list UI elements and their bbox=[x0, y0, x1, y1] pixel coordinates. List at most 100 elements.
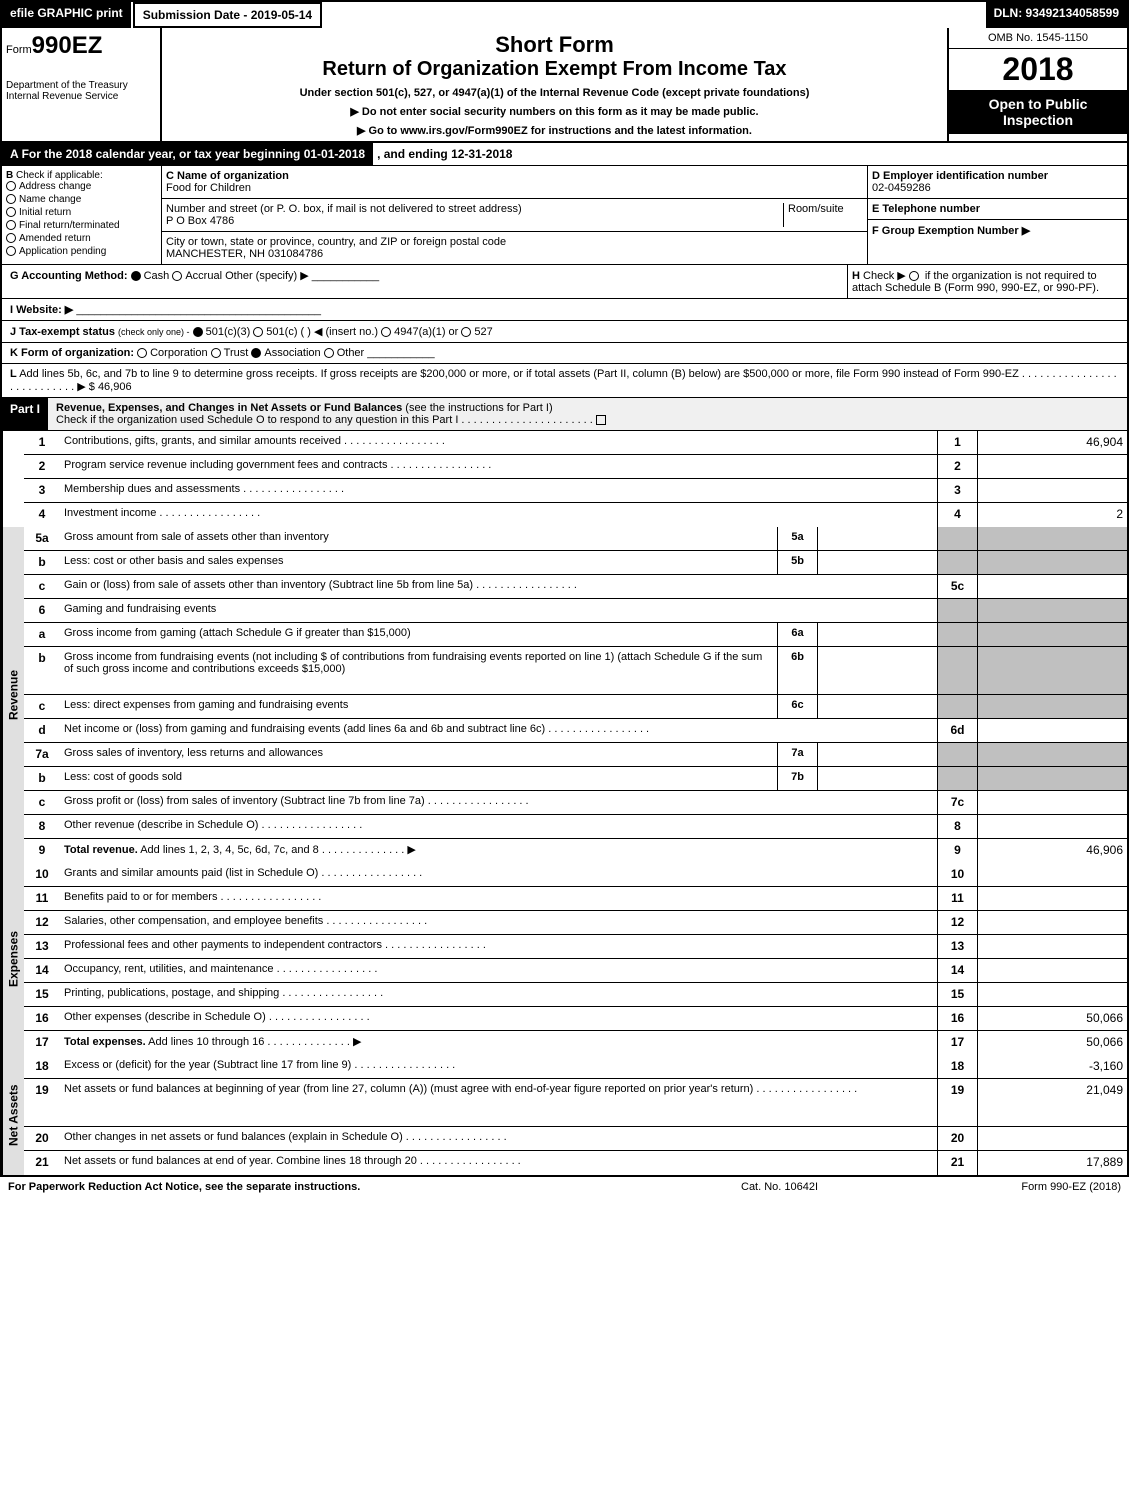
j-label: J Tax-exempt status bbox=[10, 326, 115, 338]
under-section: Under section 501(c), 527, or 4947(a)(1)… bbox=[166, 87, 943, 99]
check-final[interactable]: Final return/terminated bbox=[6, 220, 157, 231]
row-desc: Excess or (deficit) for the year (Subtra… bbox=[60, 1055, 937, 1078]
part1-header: Part I Revenue, Expenses, and Changes in… bbox=[2, 398, 1127, 431]
row-desc: Total expenses. Add lines 10 through 16 … bbox=[60, 1031, 937, 1055]
sub-line-num: 6b bbox=[777, 647, 817, 694]
c-street-row: Number and street (or P. O. box, if mail… bbox=[162, 199, 867, 232]
d-label: D Employer identification number bbox=[872, 170, 1048, 182]
value-cell bbox=[977, 767, 1127, 790]
check-pending[interactable]: Application pending bbox=[6, 246, 157, 257]
line-num-cell: 8 bbox=[937, 815, 977, 838]
assoc-radio[interactable] bbox=[251, 348, 261, 358]
table-row: 5aGross amount from sale of assets other… bbox=[24, 527, 1127, 551]
sub-value bbox=[817, 551, 937, 574]
net-rows: 18Excess or (deficit) for the year (Subt… bbox=[24, 1055, 1127, 1175]
h-radio[interactable] bbox=[909, 271, 919, 281]
table-row: bLess: cost or other basis and sales exp… bbox=[24, 551, 1127, 575]
table-row: 16Other expenses (describe in Schedule O… bbox=[24, 1007, 1127, 1031]
sub-line-num: 7a bbox=[777, 743, 817, 766]
row-number: 7a bbox=[24, 743, 60, 766]
corp-radio[interactable] bbox=[137, 348, 147, 358]
sub-value bbox=[817, 647, 937, 694]
table-row: aGross income from gaming (attach Schedu… bbox=[24, 623, 1127, 647]
line-num-cell: 18 bbox=[937, 1055, 977, 1078]
accrual-radio[interactable] bbox=[172, 271, 182, 281]
value-cell bbox=[977, 743, 1127, 766]
row-desc: Total revenue. Add lines 1, 2, 3, 4, 5c,… bbox=[60, 839, 937, 863]
501c3: 501(c)(3) bbox=[206, 326, 251, 338]
accrual-label: Accrual bbox=[185, 270, 222, 282]
app-pending: Application pending bbox=[19, 246, 106, 257]
sub-value bbox=[817, 695, 937, 718]
line-a: A For the 2018 calendar year, or tax yea… bbox=[2, 143, 1127, 166]
line-num-cell bbox=[937, 551, 977, 574]
4947-radio[interactable] bbox=[381, 327, 391, 337]
c-city-row: City or town, state or province, country… bbox=[162, 232, 867, 264]
short-form-title: Short Form bbox=[166, 32, 943, 58]
501c-radio[interactable] bbox=[253, 327, 263, 337]
footer: For Paperwork Reduction Act Notice, see … bbox=[0, 1177, 1129, 1197]
check-initial[interactable]: Initial return bbox=[6, 207, 157, 218]
line-num-cell: 5c bbox=[937, 575, 977, 598]
section-b: B Check if applicable: Address change Na… bbox=[2, 166, 162, 264]
check-address[interactable]: Address change bbox=[6, 181, 157, 192]
table-row: 11Benefits paid to or for members . . . … bbox=[24, 887, 1127, 911]
4947: 4947(a)(1) or bbox=[394, 326, 458, 338]
value-cell bbox=[977, 1127, 1127, 1150]
c-name-label: C Name of organization bbox=[166, 170, 289, 182]
table-row: 3Membership dues and assessments . . . .… bbox=[24, 479, 1127, 503]
row-desc: Gross profit or (loss) from sales of inv… bbox=[60, 791, 937, 814]
part1-checkbox[interactable] bbox=[596, 415, 606, 425]
part1-desc: Revenue, Expenses, and Changes in Net As… bbox=[48, 398, 1127, 430]
efile-print-btn[interactable]: efile GRAPHIC print bbox=[2, 2, 133, 28]
h-text: Check ▶ bbox=[863, 270, 906, 282]
table-row: bLess: cost of goods sold7b bbox=[24, 767, 1127, 791]
row-desc: Gross income from gaming (attach Schedul… bbox=[60, 623, 777, 646]
g-label: G Accounting Method: bbox=[10, 270, 128, 282]
goto-link[interactable]: ▶ Go to www.irs.gov/Form990EZ for instru… bbox=[166, 124, 943, 137]
row-desc: Printing, publications, postage, and shi… bbox=[60, 983, 937, 1006]
value-cell: 46,906 bbox=[977, 839, 1127, 863]
trust-radio[interactable] bbox=[211, 348, 221, 358]
row-number: 10 bbox=[24, 863, 60, 886]
table-row: 8Other revenue (describe in Schedule O) … bbox=[24, 815, 1127, 839]
revenue-section-2: Revenue 5aGross amount from sale of asse… bbox=[2, 527, 1127, 863]
line-num-cell bbox=[937, 767, 977, 790]
check-name[interactable]: Name change bbox=[6, 194, 157, 205]
sub-value bbox=[817, 743, 937, 766]
sub-line-num: 7b bbox=[777, 767, 817, 790]
value-cell: 17,889 bbox=[977, 1151, 1127, 1175]
line-num-cell: 1 bbox=[937, 431, 977, 454]
header-left: Form990EZ Department of the Treasury Int… bbox=[2, 28, 162, 141]
table-row: 9Total revenue. Add lines 1, 2, 3, 4, 5c… bbox=[24, 839, 1127, 863]
row-number: b bbox=[24, 647, 60, 694]
line-num-cell bbox=[937, 623, 977, 646]
line-num-cell: 15 bbox=[937, 983, 977, 1006]
row-desc: Net income or (loss) from gaming and fun… bbox=[60, 719, 937, 742]
other-org-radio[interactable] bbox=[324, 348, 334, 358]
side-expenses: Expenses bbox=[2, 863, 24, 1055]
row-number: d bbox=[24, 719, 60, 742]
check-amended[interactable]: Amended return bbox=[6, 233, 157, 244]
row-desc: Benefits paid to or for members . . . . … bbox=[60, 887, 937, 910]
cash-radio[interactable] bbox=[131, 271, 141, 281]
row-desc: Net assets or fund balances at beginning… bbox=[60, 1079, 937, 1126]
value-cell bbox=[977, 959, 1127, 982]
side-netassets: Net Assets bbox=[2, 1055, 24, 1175]
501c3-radio[interactable] bbox=[193, 327, 203, 337]
row-number: 17 bbox=[24, 1031, 60, 1055]
line-num-cell: 13 bbox=[937, 935, 977, 958]
ssn-note: ▶ Do not enter social security numbers o… bbox=[166, 105, 943, 118]
value-cell bbox=[977, 551, 1127, 574]
other-org: Other bbox=[337, 347, 365, 359]
room-suite: Room/suite bbox=[783, 203, 863, 227]
row-desc: Other expenses (describe in Schedule O) … bbox=[60, 1007, 937, 1030]
row-desc: Membership dues and assessments . . . . … bbox=[60, 479, 937, 502]
l-value: ▶ $ 46,906 bbox=[77, 381, 131, 393]
city-label: City or town, state or province, country… bbox=[166, 236, 506, 248]
row-number: c bbox=[24, 695, 60, 718]
table-row: 4Investment income . . . . . . . . . . .… bbox=[24, 503, 1127, 527]
irs-label: Internal Revenue Service bbox=[6, 91, 156, 102]
line-num-cell: 19 bbox=[937, 1079, 977, 1126]
527-radio[interactable] bbox=[461, 327, 471, 337]
